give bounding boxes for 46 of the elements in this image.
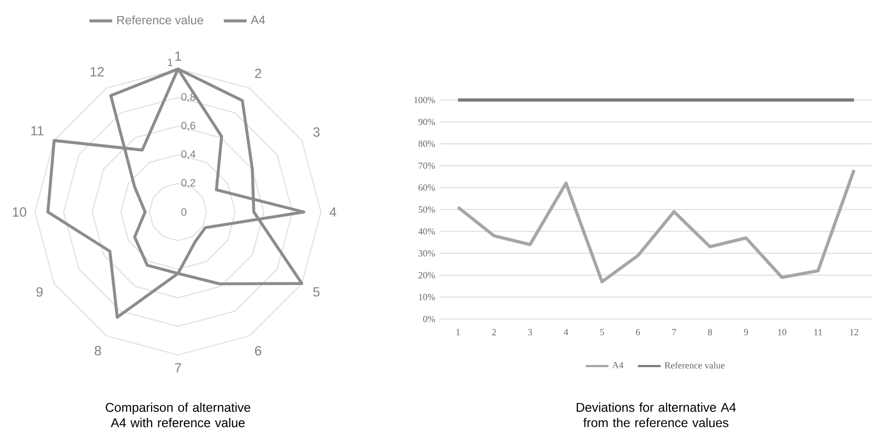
- x-tick-label: 6: [636, 329, 640, 336]
- spoke-label: 10: [12, 207, 26, 217]
- x-tick-label: 4: [564, 329, 568, 336]
- spoke-label: 4: [330, 207, 336, 217]
- x-tick-label: 12: [850, 329, 858, 336]
- y-tick-label: 0,6: [181, 122, 196, 131]
- y-tick-label: 30%: [418, 250, 435, 256]
- y-tick-label: 10%: [419, 294, 435, 300]
- spoke-label: 1: [175, 52, 182, 61]
- y-tick-label: 50%: [418, 206, 435, 213]
- y-tick-label: 0%: [423, 316, 435, 322]
- x-tick-label: 2: [492, 329, 496, 336]
- x-tick-label: 11: [814, 329, 822, 336]
- spoke-label: 2: [255, 68, 262, 78]
- y-tick-label: 80%: [418, 140, 435, 147]
- spoke-label: 3: [313, 127, 320, 137]
- x-tick-label: 8: [708, 329, 712, 336]
- y-tick-label: 0: [181, 208, 186, 216]
- legend-label: A4: [612, 362, 624, 368]
- spoke-label: 6: [255, 346, 262, 356]
- spoke-label: 7: [174, 363, 182, 372]
- y-tick-label: 40%: [418, 228, 435, 235]
- x-tick-label: 9: [744, 329, 748, 336]
- y-tick-label: 70%: [418, 162, 435, 169]
- legend-label: Reference value: [117, 16, 204, 24]
- spoke-label: 12: [90, 67, 104, 76]
- y-tick-label: 20%: [418, 272, 435, 278]
- spoke-label: 9: [36, 287, 43, 297]
- line-series: [456, 168, 856, 284]
- text: Comparison of alternative A4 with reference value: [106, 402, 250, 428]
- y-tick-label: 60%: [418, 184, 435, 191]
- spoke-label: 8: [94, 346, 102, 356]
- y-tick-label: 0,4: [181, 150, 196, 160]
- x-tick-label: 1: [456, 329, 460, 336]
- x-tick-label: 7: [672, 329, 676, 336]
- y-tick-label: 0,2: [181, 178, 196, 188]
- y-tick-label: 90%: [418, 118, 435, 126]
- text: Deviations for alternative A4 from the reference values: [576, 402, 736, 428]
- legend-label: Reference value: [664, 362, 724, 368]
- spoke-label: 11: [31, 126, 44, 136]
- legend-label: A4: [250, 16, 266, 24]
- x-tick-label: 3: [528, 329, 532, 336]
- x-tick-label: 10: [778, 329, 786, 336]
- x-tick-label: 5: [600, 329, 604, 336]
- spoke-label: 5: [313, 287, 320, 297]
- y-tick-label: 100%: [414, 96, 435, 104]
